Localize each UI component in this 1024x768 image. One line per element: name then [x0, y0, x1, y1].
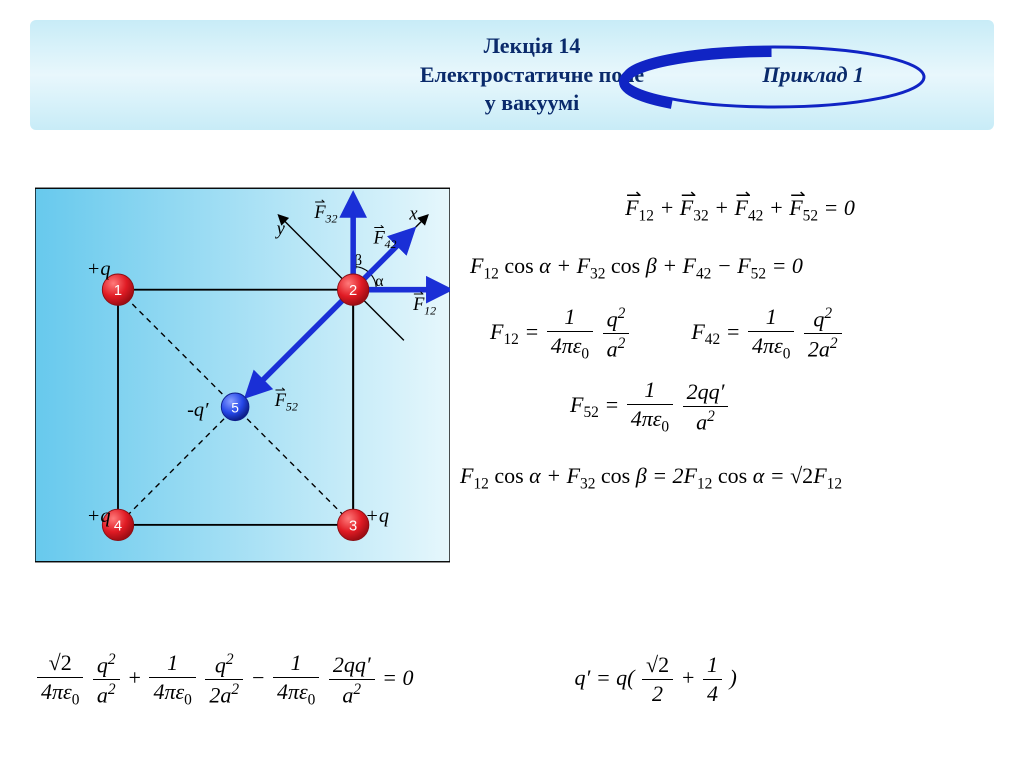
svg-text:y: y — [275, 218, 286, 238]
badge-label: Приклад 1 — [762, 62, 864, 88]
svg-text:52: 52 — [286, 400, 298, 414]
svg-text:+q: +q — [87, 258, 111, 280]
eq-vector-sum: F12 + F32 + F42 + F52 = 0 — [470, 195, 1010, 225]
eq-cos-result: F12 cos α + F32 cos β = 2F12 cos α = √2F… — [460, 463, 1010, 493]
svg-text:⇀: ⇀ — [314, 194, 325, 209]
header-banner: Лекція 14 Електростатичне поле у вакуумі… — [30, 20, 994, 130]
svg-text:3: 3 — [349, 518, 357, 534]
force-diagram: x y α β F12⇀ F32⇀ F42⇀ F52⇀ 1 2 3 4 5 +q… — [35, 185, 450, 565]
svg-text:+q: +q — [365, 505, 389, 527]
title-line1: Лекція 14 — [484, 33, 581, 58]
eq-final-balance: √24πε0 q2a2 + 14πε0 q22a2 − 14πε0 2qq′a2… — [35, 665, 419, 690]
svg-text:42: 42 — [385, 237, 397, 251]
eq-f52: F52 = 14πε0 2qq′a2 — [570, 377, 1010, 436]
svg-text:⇀: ⇀ — [373, 220, 384, 235]
svg-text:4: 4 — [114, 518, 122, 534]
svg-text:32: 32 — [325, 211, 338, 225]
svg-text:x: x — [408, 204, 418, 224]
eq-q-prime: q′ = q( √22 + 14 ) — [575, 665, 737, 690]
svg-text:2: 2 — [349, 283, 357, 299]
svg-text:+q: +q — [87, 505, 111, 527]
eq-f12-f42: F12 = 14πε0 q2a2 F42 = 14πε0 q22a2 — [490, 304, 1010, 363]
svg-text:⇀: ⇀ — [275, 382, 286, 397]
title-line3: у вакуумі — [485, 90, 580, 115]
svg-text:1: 1 — [114, 283, 122, 299]
svg-text:-q′: -q′ — [187, 399, 209, 421]
equations-block: F12 + F32 + F42 + F52 = 0 F12 cos α + F3… — [470, 195, 1010, 513]
eq-cos-equation: F12 cos α + F32 cos β + F42 − F52 = 0 — [470, 253, 1010, 283]
title-line2: Електростатичне поле — [420, 62, 644, 87]
svg-text:12: 12 — [424, 304, 436, 318]
bottom-equations: √24πε0 q2a2 + 14πε0 q22a2 − 14πε0 2qq′a2… — [35, 650, 995, 740]
svg-text:⇀: ⇀ — [413, 286, 424, 301]
svg-text:5: 5 — [231, 399, 239, 415]
